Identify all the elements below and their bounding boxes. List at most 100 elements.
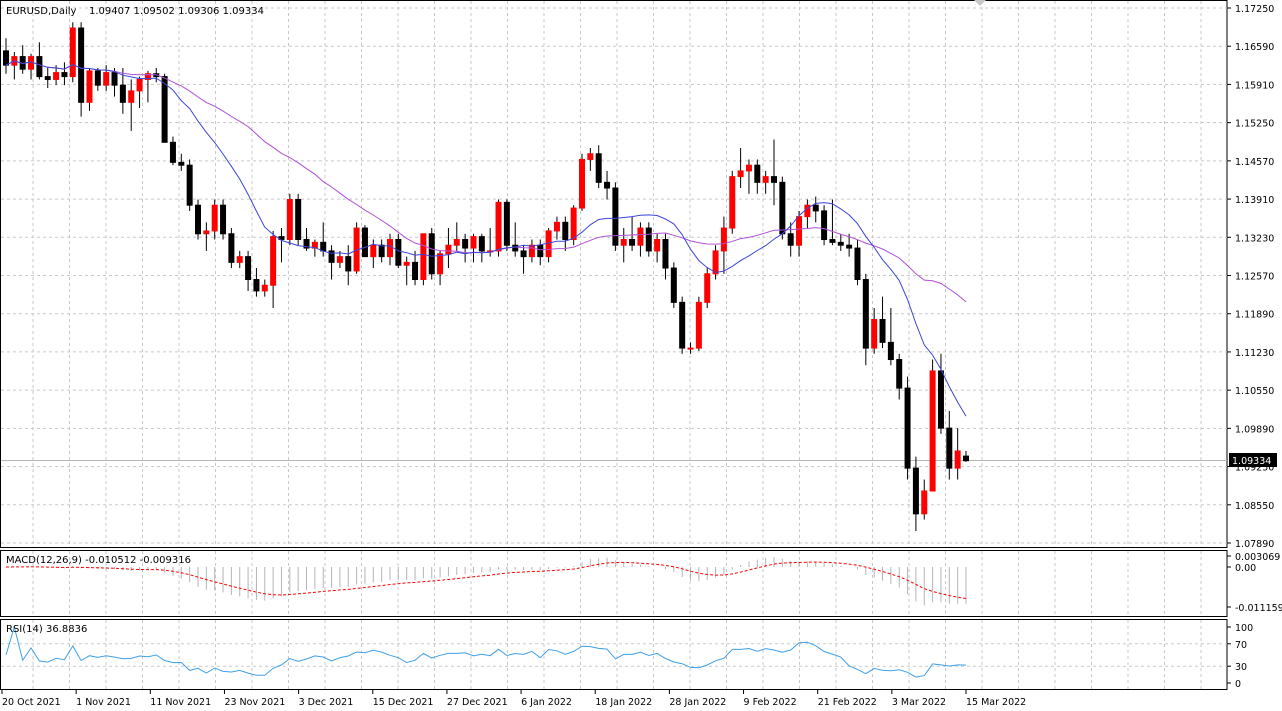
candle[interactable] (86, 68, 93, 111)
candle[interactable] (361, 225, 368, 258)
candle[interactable] (637, 222, 644, 257)
candle[interactable] (771, 139, 777, 206)
candle[interactable] (937, 353, 944, 434)
candle[interactable] (336, 250, 343, 269)
candle[interactable] (737, 148, 744, 189)
candle[interactable] (745, 159, 752, 194)
candle[interactable] (545, 228, 552, 263)
candle[interactable] (662, 233, 669, 280)
candle[interactable] (303, 228, 310, 251)
candle[interactable] (645, 222, 652, 257)
candle[interactable] (912, 456, 919, 531)
candle[interactable] (144, 70, 151, 103)
candle[interactable] (78, 22, 85, 117)
candle[interactable] (812, 196, 819, 223)
candle[interactable] (963, 450, 969, 462)
candle[interactable] (370, 239, 377, 269)
candle[interactable] (821, 205, 828, 246)
candle[interactable] (36, 42, 43, 80)
candle[interactable] (470, 233, 477, 263)
candle[interactable] (3, 38, 9, 74)
candle[interactable] (270, 230, 277, 309)
candle[interactable] (345, 245, 352, 286)
candle[interactable] (94, 68, 101, 91)
candle[interactable] (387, 233, 393, 266)
candle[interactable] (111, 68, 118, 97)
candle[interactable] (879, 296, 886, 349)
candle[interactable] (478, 233, 485, 263)
candle[interactable] (695, 296, 702, 351)
candle[interactable] (495, 199, 502, 257)
candle[interactable] (211, 199, 218, 240)
candle[interactable] (862, 273, 869, 366)
candle[interactable] (679, 296, 686, 354)
candle[interactable] (954, 428, 961, 480)
candle[interactable] (278, 228, 285, 263)
candle[interactable] (687, 342, 694, 354)
candle[interactable] (437, 250, 444, 286)
candle[interactable] (44, 66, 51, 89)
candle[interactable] (595, 145, 602, 189)
candle[interactable] (854, 239, 861, 286)
candle[interactable] (787, 222, 794, 257)
candle[interactable] (11, 52, 18, 80)
candle[interactable] (896, 353, 903, 400)
candle[interactable] (654, 233, 661, 263)
candle[interactable] (946, 410, 953, 480)
candle[interactable] (428, 228, 435, 280)
candle[interactable] (178, 153, 185, 171)
candle[interactable] (929, 359, 936, 492)
candle[interactable] (553, 216, 560, 240)
candle[interactable] (904, 376, 911, 480)
candle[interactable] (528, 239, 535, 263)
candle[interactable] (286, 193, 293, 246)
candle[interactable] (829, 199, 836, 246)
candle[interactable] (612, 182, 619, 251)
candle[interactable] (712, 245, 719, 280)
candle[interactable] (220, 199, 227, 240)
macd-plot[interactable] (5, 556, 967, 606)
candle[interactable] (796, 210, 803, 257)
candle[interactable] (253, 268, 260, 297)
candle[interactable] (620, 228, 627, 263)
candle[interactable] (604, 170, 611, 200)
candle[interactable] (161, 73, 168, 143)
candle[interactable] (720, 216, 727, 274)
candle[interactable] (203, 222, 210, 251)
candle[interactable] (579, 153, 585, 211)
candle[interactable] (921, 479, 928, 520)
candle[interactable] (61, 62, 68, 86)
candle[interactable] (537, 239, 544, 266)
price-plot[interactable] (3, 22, 969, 531)
candle[interactable] (236, 250, 243, 269)
candle[interactable] (378, 239, 385, 263)
candle[interactable] (353, 222, 360, 274)
scroll-marker-icon[interactable] (974, 0, 986, 6)
candle[interactable] (704, 268, 711, 309)
candle[interactable] (19, 45, 26, 74)
candle[interactable] (462, 233, 469, 263)
candle[interactable] (837, 233, 844, 251)
candle[interactable] (445, 228, 452, 269)
candle[interactable] (587, 148, 594, 171)
candle[interactable] (762, 170, 769, 194)
candle[interactable] (846, 233, 853, 257)
candle[interactable] (69, 22, 76, 83)
candle[interactable] (804, 199, 811, 229)
candle[interactable] (670, 262, 677, 309)
candle[interactable] (169, 136, 176, 166)
candle[interactable] (420, 233, 427, 286)
candle[interactable] (503, 199, 510, 251)
candle[interactable] (195, 199, 201, 240)
candle[interactable] (228, 228, 235, 269)
candle[interactable] (887, 308, 894, 366)
candle[interactable] (754, 159, 761, 194)
candle[interactable] (245, 250, 252, 291)
candle[interactable] (136, 76, 143, 109)
candle[interactable] (261, 279, 268, 297)
candle[interactable] (403, 256, 410, 286)
candle[interactable] (729, 170, 736, 234)
candle[interactable] (562, 216, 569, 251)
candle[interactable] (512, 222, 519, 257)
candle[interactable] (629, 216, 636, 251)
